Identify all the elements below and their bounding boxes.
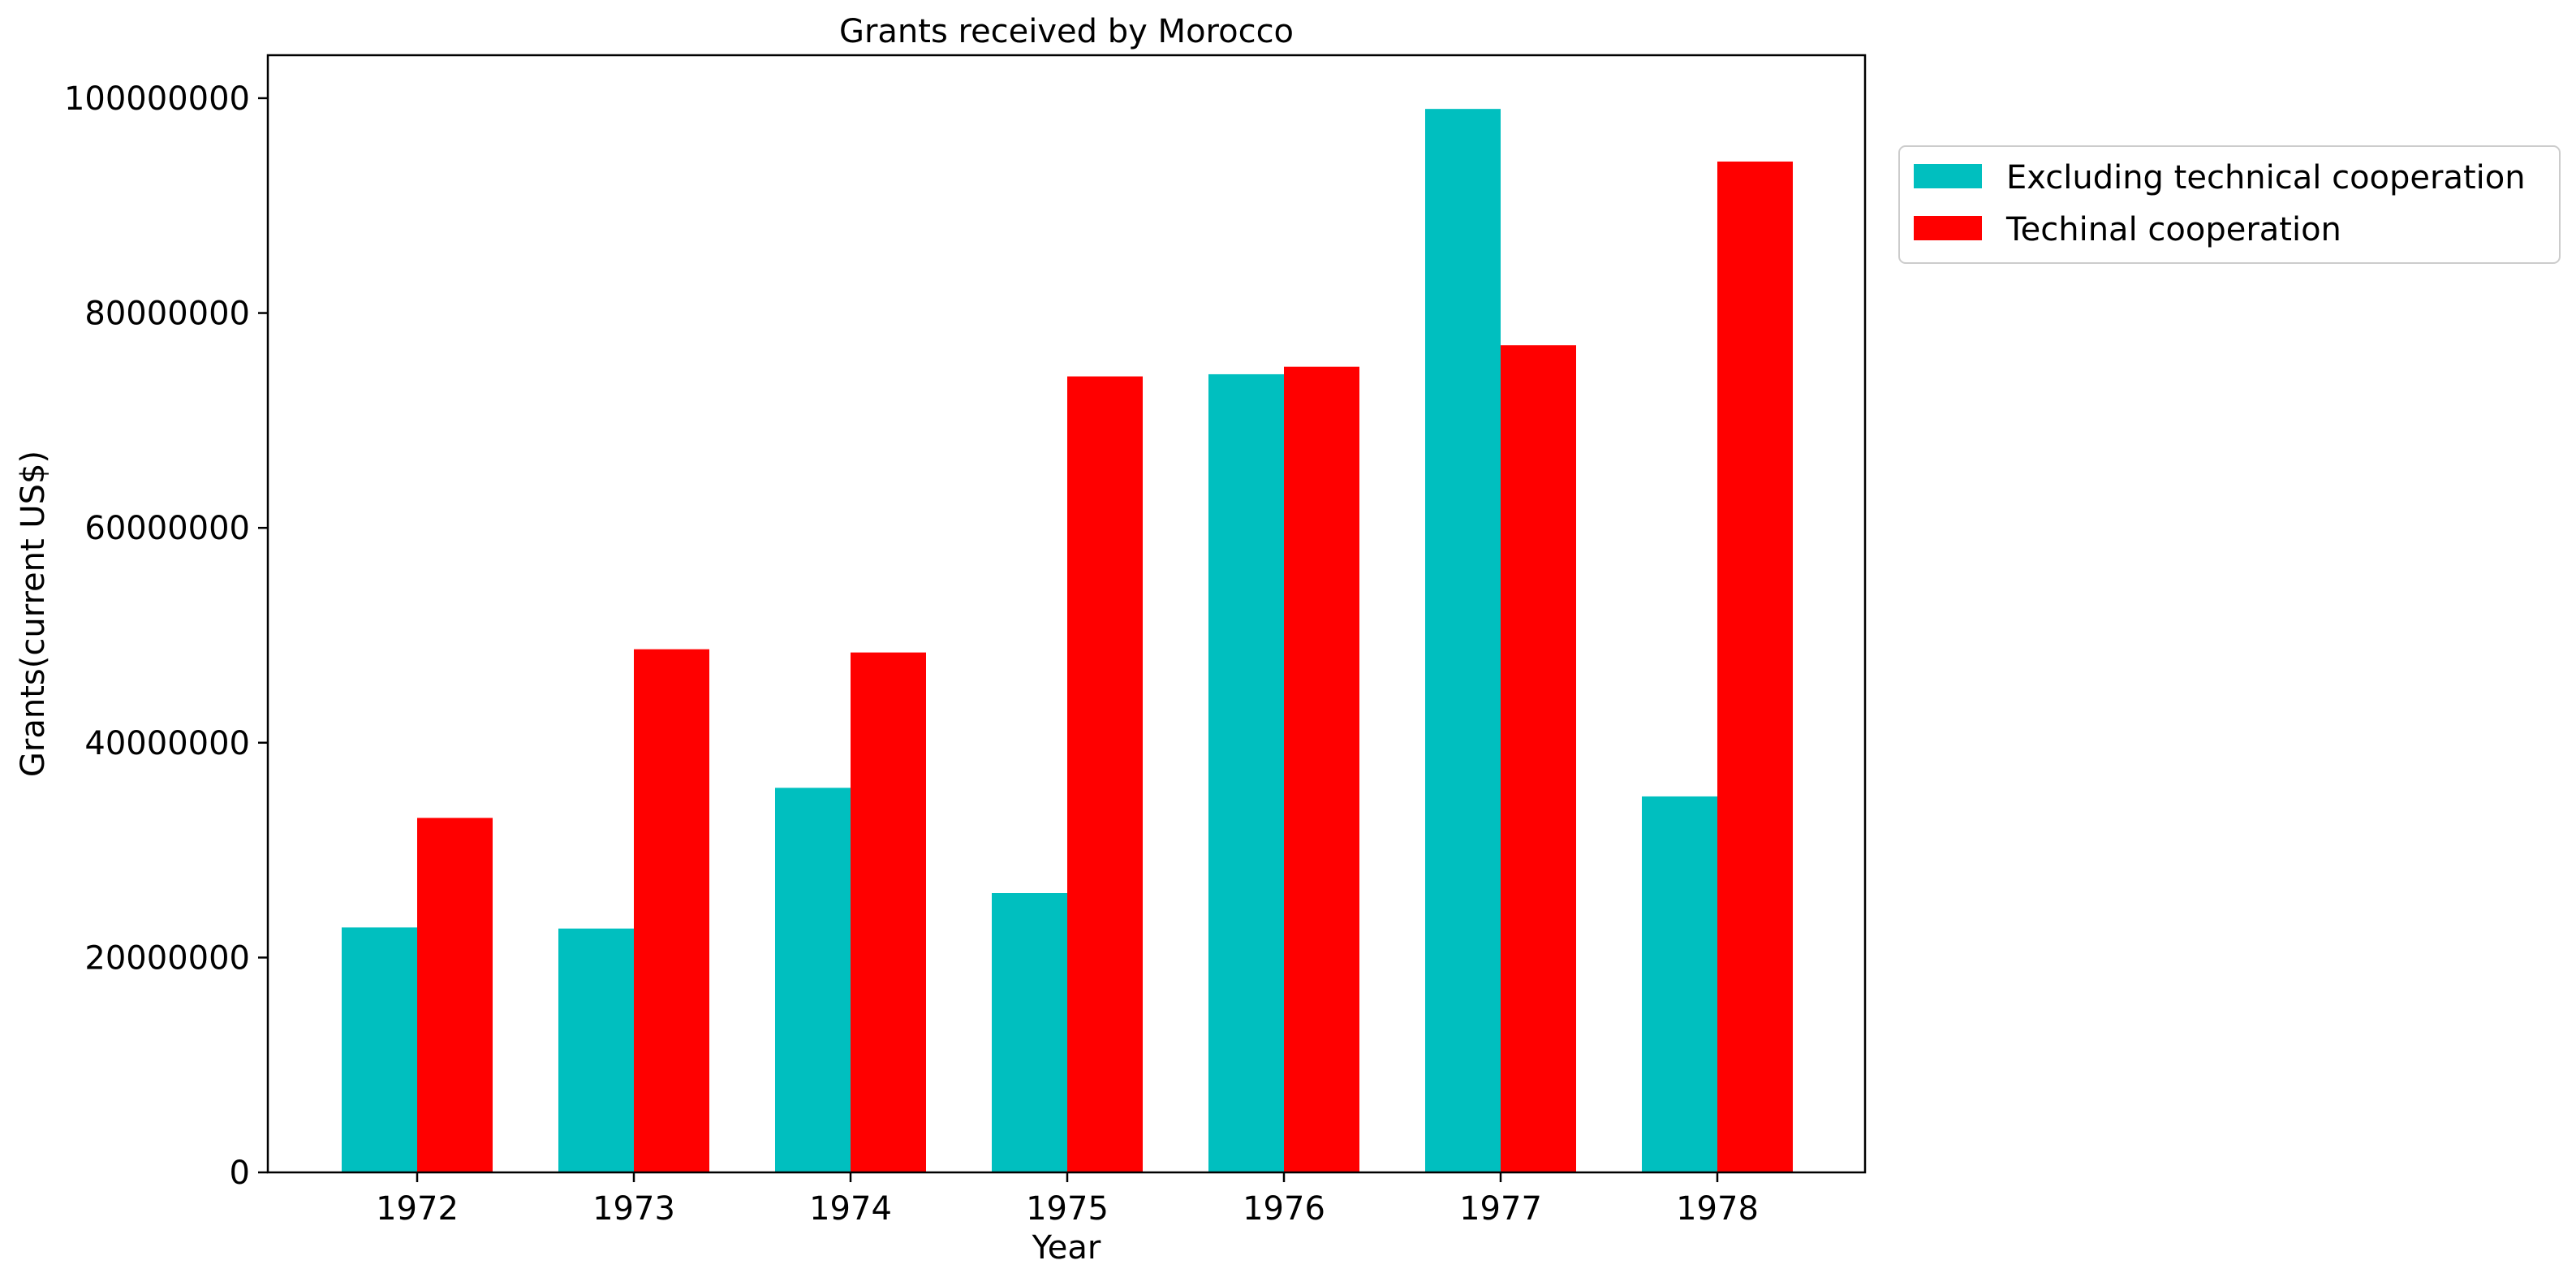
y-tick-label: 60000000 xyxy=(84,510,250,547)
bar-techinal-1976 xyxy=(1284,366,1359,1172)
legend-label-techinal-cooperation: Techinal cooperation xyxy=(2005,211,2341,248)
bar-techinal-1975 xyxy=(1067,376,1143,1173)
y-axis: 0 20000000 40000000 60000000 80000000 1000000… xyxy=(64,80,268,1192)
bar-techinal-1973 xyxy=(634,649,709,1172)
y-tick-label: 20000000 xyxy=(84,939,250,977)
bar-excluding-technical-1978 xyxy=(1642,796,1717,1172)
x-tick-label: 1977 xyxy=(1459,1190,1542,1228)
legend-swatch-excluding-technical-cooperation xyxy=(1914,164,1982,188)
chart-title: Grants received by Morocco xyxy=(839,13,1294,50)
legend-frame xyxy=(1898,145,2561,264)
x-tick-label: 1978 xyxy=(1676,1190,1759,1228)
bar-excluding-technical-1972 xyxy=(342,927,417,1172)
x-tick-label: 1972 xyxy=(376,1190,459,1228)
bar-excluding-technical-1975 xyxy=(992,893,1067,1172)
x-axis-label: Year xyxy=(1032,1229,1101,1267)
bar-techinal-1977 xyxy=(1501,345,1576,1172)
y-axis-label: Grants(current US$) xyxy=(15,451,52,777)
y-tick-label: 100000000 xyxy=(64,80,250,118)
x-tick-label: 1973 xyxy=(592,1190,675,1228)
bar-techinal-1972 xyxy=(417,818,493,1172)
y-tick-label: 0 xyxy=(230,1155,250,1192)
legend-swatch-techinal-cooperation xyxy=(1914,216,1982,240)
x-tick-label: 1975 xyxy=(1026,1190,1109,1228)
x-axis: 1972 1973 1974 1975 1976 1977 1978 xyxy=(376,1172,1759,1228)
bar-techinal-1974 xyxy=(851,652,926,1172)
bar-techinal-1978 xyxy=(1717,161,1793,1172)
bar-excluding-technical-1977 xyxy=(1425,109,1501,1173)
legend: Excluding technical cooperation Techinal… xyxy=(1898,145,2561,264)
bar-excluding-technical-1974 xyxy=(775,788,851,1172)
y-tick-label: 40000000 xyxy=(84,725,250,762)
x-tick-label: 1976 xyxy=(1243,1190,1325,1228)
bars-layer xyxy=(342,109,1793,1173)
legend-label-excluding-technical-cooperation: Excluding technical cooperation xyxy=(2006,159,2526,196)
x-tick-label: 1974 xyxy=(809,1190,892,1228)
bar-excluding-technical-1973 xyxy=(558,928,634,1172)
bar-excluding-technical-1976 xyxy=(1208,373,1284,1172)
y-tick-label: 80000000 xyxy=(84,296,250,333)
